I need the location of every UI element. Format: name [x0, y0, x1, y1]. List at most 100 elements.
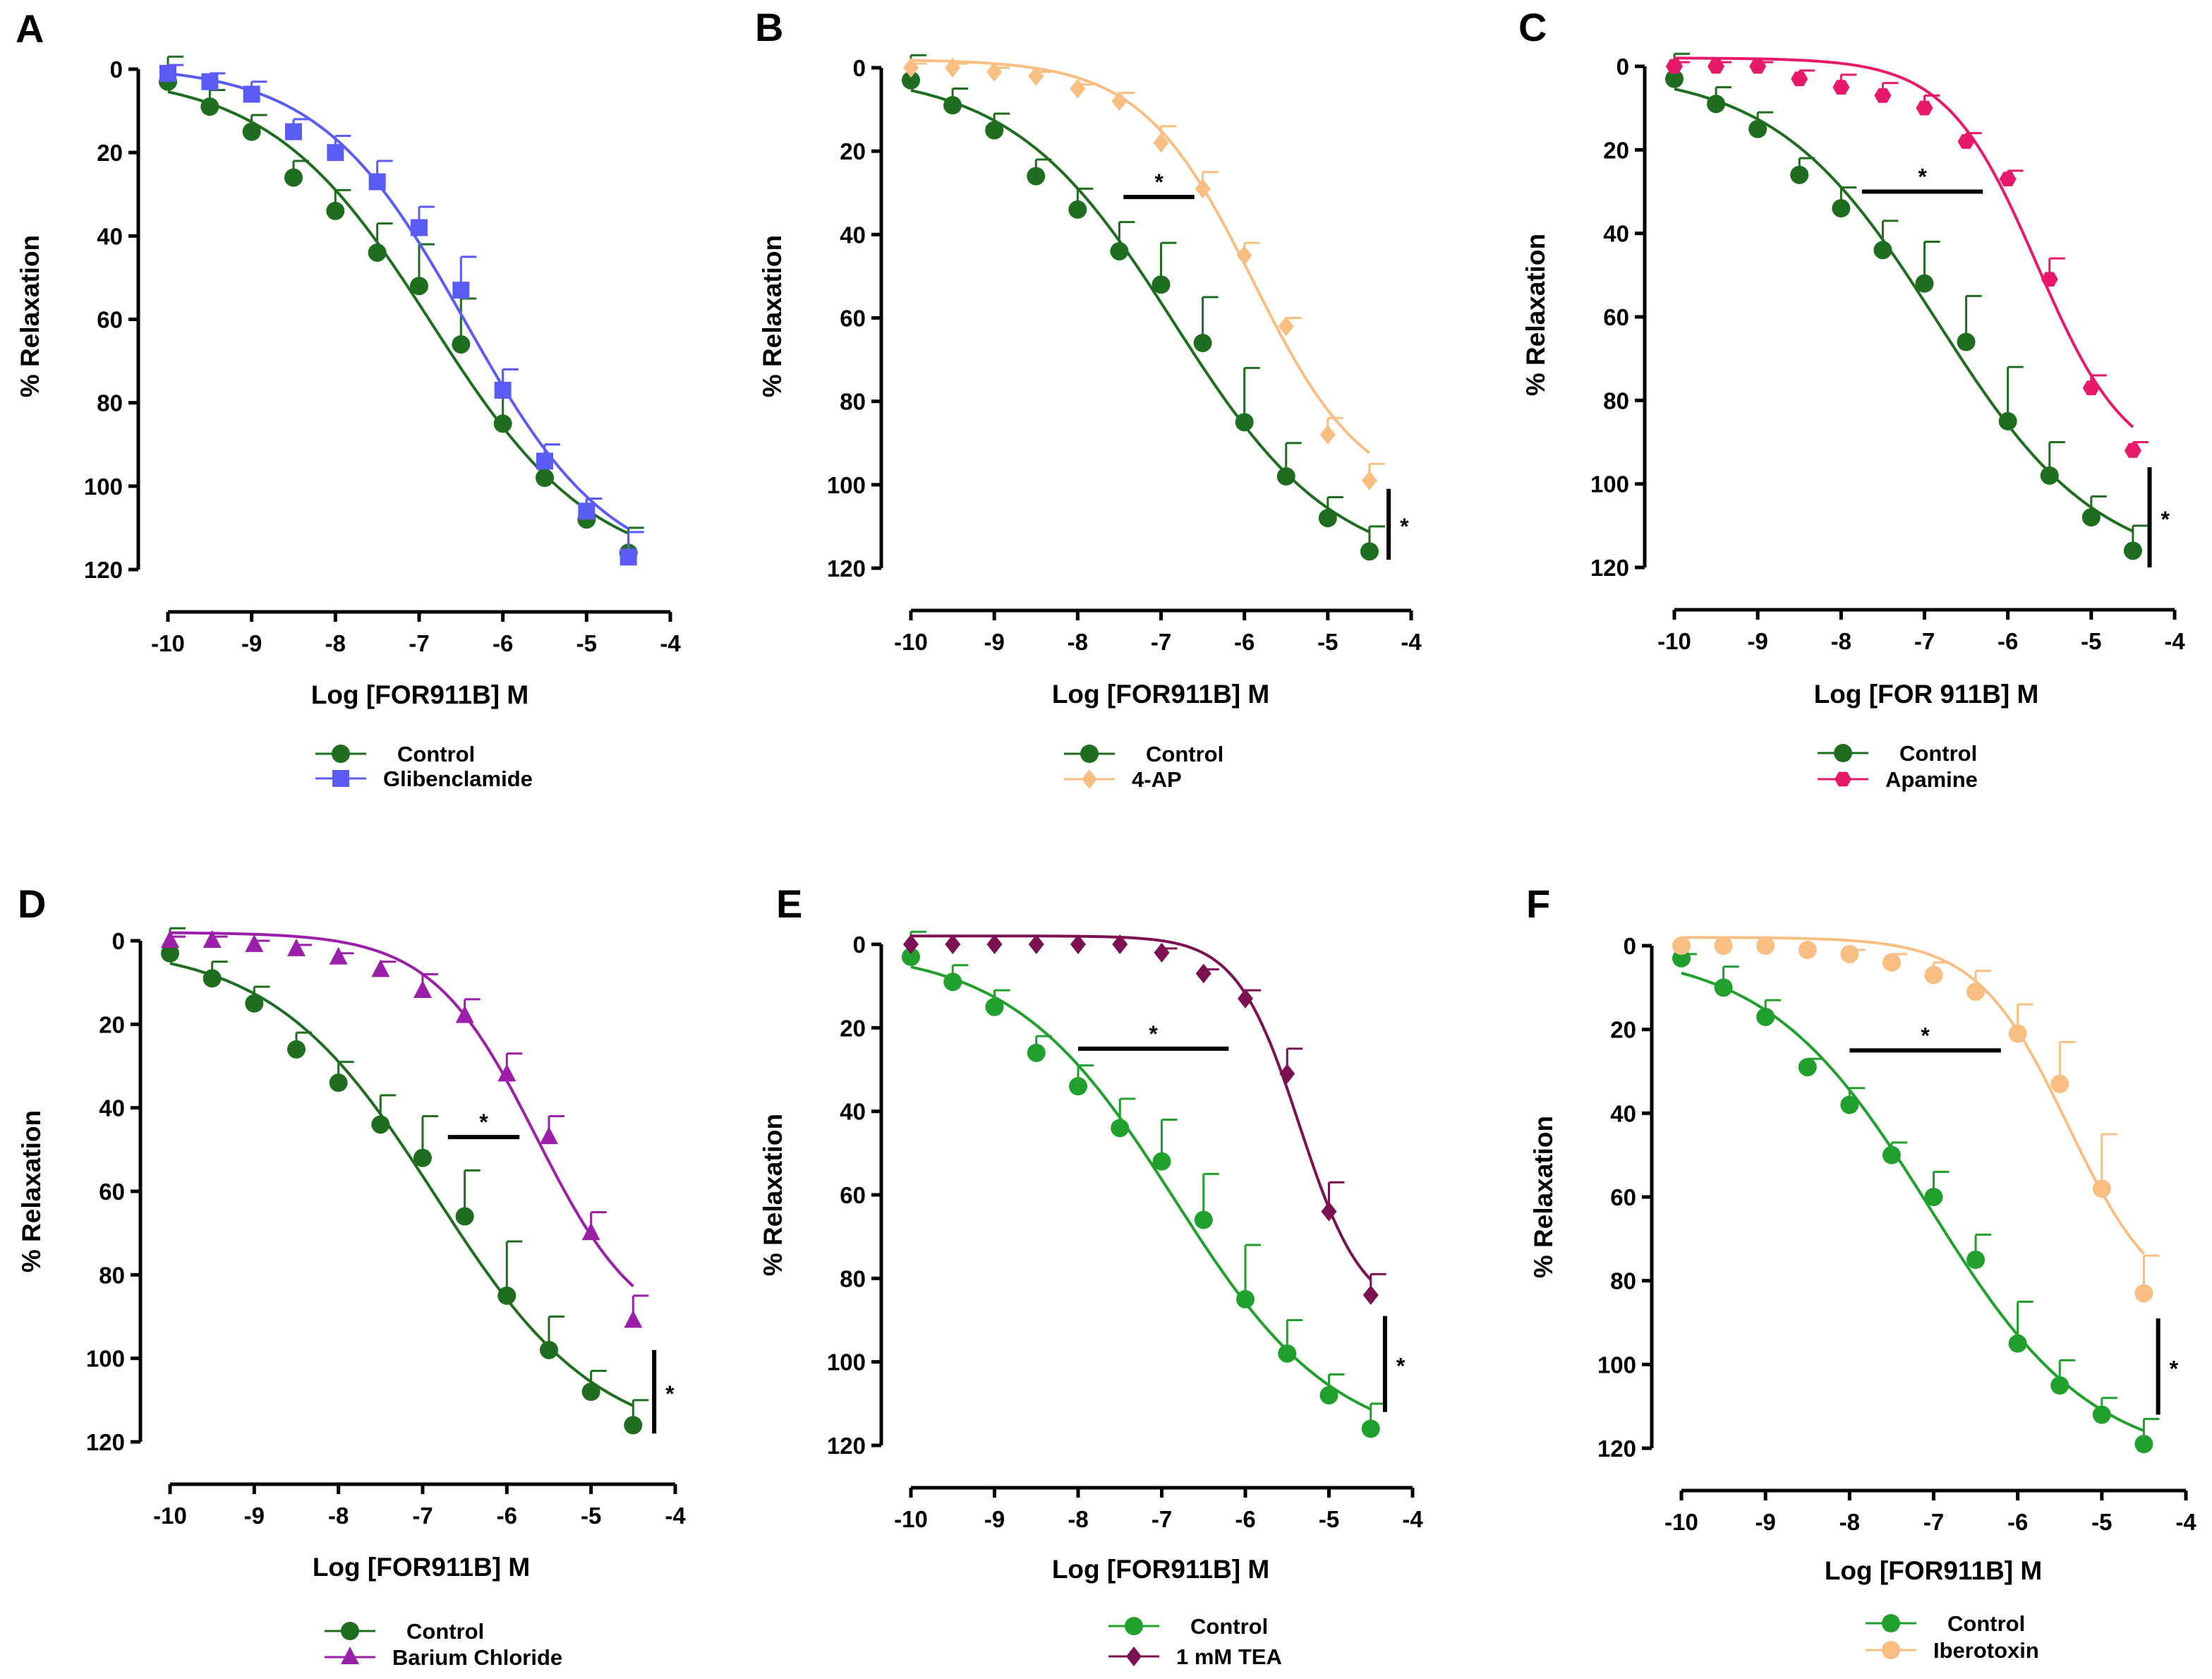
legend-entry: 1 mM TEA	[1108, 1644, 1282, 1669]
legend-entry: Glibenclamide	[315, 766, 533, 791]
x-axis-label: Log [FOR911B] M	[311, 680, 528, 709]
legend-marker	[1126, 1647, 1142, 1666]
data-point	[1840, 1095, 1859, 1114]
series-control	[1672, 949, 2160, 1454]
data-point	[2050, 1074, 2069, 1093]
x-tick-label: -10	[894, 1506, 928, 1532]
data-point	[1957, 134, 1975, 149]
series-control	[902, 930, 1386, 1438]
legend-entry: Barium Chloride	[325, 1645, 562, 1670]
y-tick-label: 40	[1610, 1100, 1636, 1126]
data-point	[2124, 443, 2141, 458]
panel-d: D 0 20 40 60 80 100 120 % Relaxation -10 -9 -8 -7 -6 -…	[17, 881, 686, 1670]
x-tick-label: -5	[576, 630, 597, 656]
data-point	[578, 503, 596, 520]
y-tick-label: 40	[840, 1099, 866, 1125]
x-tick-label: -9	[241, 630, 262, 656]
data-point	[1110, 241, 1129, 260]
x-tick-label: -7	[1152, 1506, 1172, 1532]
data-point	[1319, 424, 1336, 445]
data-point	[1916, 100, 1933, 116]
panel-c: C 0 20 40 60 80 100 120 % Relaxation -10 -9 -8 -7 -6 -…	[1518, 5, 2185, 792]
legend-label: Control	[397, 742, 475, 766]
data-point	[1840, 944, 1859, 963]
data-point	[1672, 949, 1691, 968]
data-point	[536, 469, 554, 488]
data-point	[329, 1073, 348, 1093]
data-point	[624, 1416, 643, 1435]
data-point	[1153, 133, 1169, 153]
y-tick-label: 0	[853, 55, 866, 81]
data-point	[2134, 1435, 2153, 1454]
data-point	[2040, 466, 2059, 485]
y-tick-label: 20	[1610, 1017, 1636, 1043]
data-point	[1279, 1064, 1295, 1084]
data-point	[1278, 1344, 1297, 1363]
legend-entry: Control	[1818, 741, 1977, 766]
data-point	[1195, 963, 1211, 984]
data-point	[413, 1148, 432, 1167]
data-point	[1361, 470, 1377, 491]
panel-a: A 0 20 40 60 80 100 120 % Relaxation -10 -9 -8 -7 -6 -…	[16, 6, 681, 791]
data-point	[494, 381, 512, 399]
x-axis-label: Log [FOR 911B] M	[1814, 680, 2039, 709]
x-tick-label: -5	[2081, 628, 2101, 654]
panel-b: B 0 20 40 60 80 100 120 % Relaxation -10 -9 -8 -7 -6 -…	[755, 5, 1422, 792]
data-point	[1924, 1188, 1943, 1206]
data-point	[497, 1286, 516, 1305]
data-point	[1152, 275, 1171, 294]
legend-entry: 4-AP	[1064, 767, 1182, 792]
legend-marker	[1835, 771, 1851, 787]
panel-letter: C	[1518, 5, 1547, 49]
data-point	[200, 97, 219, 116]
series-control	[161, 927, 649, 1435]
data-point	[1832, 80, 1850, 95]
series-barium-chloride	[161, 930, 649, 1328]
data-point	[1027, 167, 1046, 186]
data-point	[410, 277, 428, 296]
data-point	[371, 1115, 390, 1134]
data-point	[2092, 1405, 2111, 1424]
data-point	[1748, 119, 1767, 138]
x-tick-label: -6	[1234, 629, 1255, 655]
x-tick-label: -4	[1401, 629, 1422, 655]
data-point	[497, 1064, 516, 1082]
legend-label: Control	[1190, 1614, 1268, 1639]
x-tick-label: -10	[1664, 1509, 1698, 1535]
y-tick-label: 0	[110, 56, 123, 83]
data-point	[159, 64, 176, 82]
x-tick-label: -9	[244, 1503, 265, 1529]
data-point	[1028, 934, 1044, 954]
data-point	[986, 934, 1003, 954]
x-tick-label: -5	[1319, 1506, 1339, 1532]
x-axis-label: Log [FOR911B] M	[1052, 1555, 1269, 1584]
y-tick-label: 80	[840, 389, 866, 415]
data-point	[1966, 1251, 1986, 1269]
x-tick-label: -9	[1755, 1509, 1775, 1535]
data-point	[1714, 937, 1733, 955]
data-point	[1321, 1201, 1337, 1222]
significance-star: *	[1921, 1023, 1930, 1048]
y-tick-label: 0	[853, 932, 866, 958]
data-point	[1070, 934, 1086, 954]
data-point	[455, 1005, 474, 1023]
x-tick-label: -9	[984, 629, 1004, 655]
data-point	[284, 168, 303, 187]
panel-letter: B	[755, 5, 783, 49]
legend-entry: Control	[325, 1619, 484, 1644]
x-tick-label: -9	[1747, 628, 1767, 654]
data-point	[455, 1207, 474, 1226]
data-point	[985, 121, 1004, 140]
legend-label: Control	[406, 1619, 484, 1644]
x-tick-label: -4	[660, 630, 681, 656]
data-point	[1672, 937, 1691, 955]
data-point	[1999, 171, 2017, 187]
data-point	[287, 1040, 306, 1059]
x-tick-label: -5	[2091, 1509, 2112, 1535]
x-tick-label: -10	[153, 1503, 187, 1529]
data-point	[1195, 179, 1211, 199]
legend-label: Control	[1146, 742, 1223, 766]
fit-curve	[910, 59, 1371, 455]
x-tick-label: -8	[325, 630, 346, 656]
data-point	[985, 997, 1004, 1016]
